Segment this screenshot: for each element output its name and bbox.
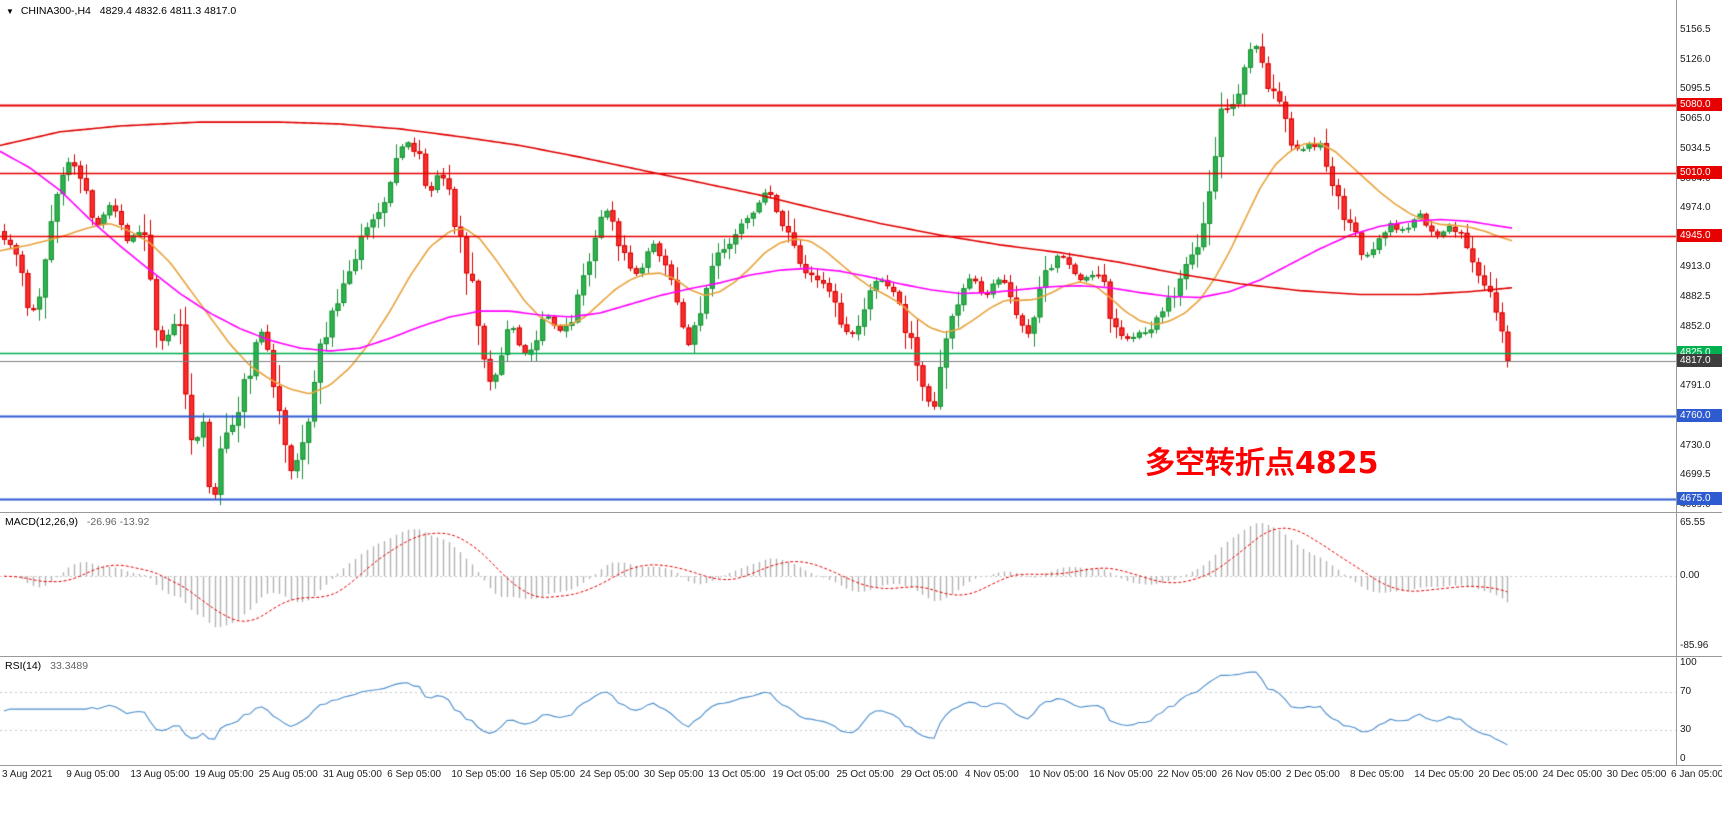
- chart-header: ▼ CHINA300-,H4 4829.4 4832.6 4811.3 4817…: [6, 5, 236, 17]
- price-tag: 4945.0: [1677, 229, 1722, 243]
- rsi-label: RSI(14): [5, 660, 42, 672]
- price-tag: 4675.0: [1677, 492, 1722, 506]
- rsi-value: 33.3489: [50, 660, 89, 672]
- price-axis-tick: 5126.0: [1680, 53, 1711, 65]
- rsi-axis-tick: 30: [1680, 724, 1692, 736]
- rsi-indicator-header: RSI(14) 33.3489: [5, 660, 88, 672]
- time-axis-label: 30 Dec 05:00: [1606, 769, 1667, 780]
- time-axis-label: 16 Sep 05:00: [515, 769, 576, 780]
- price-chart-canvas[interactable]: [0, 0, 1676, 512]
- time-axis-label: 19 Oct 05:00: [772, 769, 830, 780]
- time-axis-label: 29 Oct 05:00: [900, 769, 958, 780]
- time-axis[interactable]: 3 Aug 2021 9 Aug 05:00 13 Aug 05:00 19 Aug …: [0, 767, 1722, 785]
- time-axis-label: 4 Nov 05:00: [964, 769, 1019, 780]
- time-axis-label: 9 Aug 05:00: [66, 769, 120, 780]
- time-axis-label: 25 Oct 05:00: [836, 769, 894, 780]
- macd-axis-tick: -85.96: [1680, 640, 1709, 651]
- rsi-axis[interactable]: 100 70 30 0: [1677, 657, 1722, 765]
- rsi-axis-tick: 100: [1680, 657, 1697, 668]
- time-axis-label: 10 Nov 05:00: [1029, 769, 1089, 780]
- price-axis-tick: 5156.5: [1680, 24, 1711, 35]
- time-axis-label: 10 Sep 05:00: [451, 769, 511, 780]
- price-axis-tick: 5065.0: [1680, 113, 1711, 125]
- rsi-axis-tick: 0: [1680, 753, 1686, 764]
- macd-indicator-header: MACD(12,26,9) -26.96 -13.92: [5, 516, 149, 528]
- price-axis-tick: 4852.0: [1680, 320, 1711, 332]
- macd-panel-separator[interactable]: [0, 512, 1722, 513]
- price-tag: 5080.0: [1677, 97, 1722, 111]
- time-axis-label: 16 Nov 05:00: [1093, 769, 1153, 780]
- price-axis-tick: 5034.5: [1680, 142, 1711, 154]
- ohlc-values-label: 4829.4 4832.6 4811.3 4817.0: [99, 5, 237, 17]
- macd-values: -26.96 -13.92: [86, 516, 150, 528]
- time-axis-label: 6 Jan 05:00: [1671, 769, 1722, 780]
- price-axis-tick: 4699.5: [1680, 469, 1711, 481]
- time-axis-label: 22 Nov 05:00: [1157, 769, 1217, 780]
- macd-axis-tick: 65.55: [1680, 517, 1706, 528]
- rsi-panel-separator[interactable]: [0, 656, 1722, 657]
- price-tag: 5010.0: [1677, 165, 1722, 179]
- time-axis-label: 6 Sep 05:00: [387, 769, 442, 780]
- rsi-axis-tick: 70: [1680, 685, 1692, 697]
- symbol-timeframe-label: CHINA300-,H4: [20, 5, 91, 17]
- macd-axis[interactable]: 65.55 0.00 -85.96: [1677, 513, 1722, 656]
- price-axis-tick: 4913.0: [1680, 261, 1711, 273]
- time-axis-label: 24 Sep 05:00: [579, 769, 640, 780]
- time-axis-label: 31 Aug 05:00: [322, 769, 382, 780]
- time-axis-label: 13 Aug 05:00: [130, 769, 190, 780]
- time-axis-label: 26 Nov 05:00: [1221, 769, 1282, 780]
- time-axis-label: 24 Dec 05:00: [1542, 769, 1603, 780]
- price-axis-tick: 4974.0: [1680, 201, 1711, 213]
- pivot-annotation-text: 多空转折点4825: [1145, 446, 1379, 481]
- price-axis-tick: 5095.5: [1680, 83, 1711, 95]
- price-axis-tick: 4882.5: [1680, 290, 1711, 302]
- time-axis-label: 14 Dec 05:00: [1414, 769, 1474, 780]
- time-axis-label: 13 Oct 05:00: [708, 769, 766, 780]
- time-axis-label: 25 Aug 05:00: [258, 769, 318, 780]
- macd-panel-canvas[interactable]: [0, 513, 1676, 656]
- time-axis-label: 20 Dec 05:00: [1478, 769, 1538, 780]
- time-axis-label: 8 Dec 05:00: [1350, 769, 1404, 780]
- price-tag: 4760.0: [1677, 409, 1722, 423]
- rsi-panel-canvas[interactable]: [0, 657, 1676, 765]
- price-axis-separator: [1676, 0, 1677, 766]
- expander-arrow-icon[interactable]: ▼: [6, 7, 14, 16]
- price-axis-tick: 4791.0: [1680, 380, 1711, 392]
- macd-label: MACD(12,26,9): [5, 516, 78, 528]
- price-tag: 4817.0: [1677, 353, 1722, 367]
- time-axis-label: 30 Sep 05:00: [643, 769, 704, 780]
- time-axis-separator: [0, 765, 1722, 766]
- price-axis-tick: 4730.0: [1680, 439, 1711, 451]
- time-axis-label: 19 Aug 05:00: [194, 769, 254, 780]
- macd-axis-tick: 0.00: [1680, 570, 1700, 582]
- time-axis-label: 3 Aug 2021: [2, 769, 53, 780]
- price-axis[interactable]: 5156.55126.05095.55065.05034.55004.04974…: [1677, 0, 1722, 512]
- time-axis-label: 2 Dec 05:00: [1285, 769, 1340, 780]
